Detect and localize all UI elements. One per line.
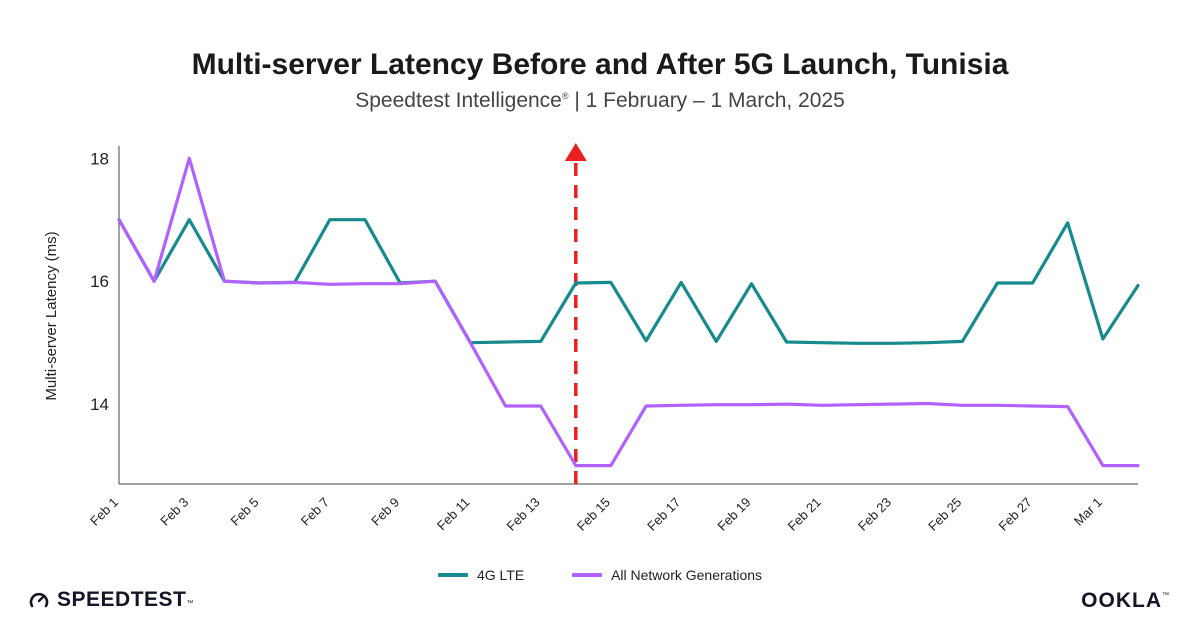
x-tick-label: Feb 9 <box>368 495 402 529</box>
x-tick-label: Feb 3 <box>157 495 191 529</box>
x-tick-label: Feb 11 <box>434 495 473 534</box>
chart-axes <box>118 146 1138 485</box>
subtitle-range: | 1 February – 1 March, 2025 <box>568 89 845 112</box>
series-line-all-network <box>117 156 1140 468</box>
x-tick-label: Feb 25 <box>925 495 964 534</box>
x-tick-label: Feb 21 <box>785 495 824 534</box>
trademark-mark: ™ <box>186 599 194 607</box>
ookla-logo-text: OOKLA <box>1081 589 1162 612</box>
speedometer-icon <box>29 592 49 608</box>
legend-swatch-all-network <box>572 573 603 577</box>
legend-label-all-network: All Network Generations <box>611 567 763 583</box>
y-axis-label: Multi-server Latency (ms) <box>43 231 60 400</box>
legend-label-4g-lte: 4G LTE <box>476 567 525 583</box>
legend-swatch-4g-lte <box>437 573 468 577</box>
x-axis-ticks: Feb 1 Feb 3 Feb 5 Feb 7 Feb 9 Feb 11 Feb 13 Feb… <box>87 495 1105 534</box>
speedtest-logo: SPEEDTEST ™ <box>28 588 194 612</box>
y-tick-label: 14 <box>90 395 109 414</box>
x-tick-label: Feb 23 <box>855 495 894 534</box>
chart-series <box>117 156 1140 468</box>
y-tick-label: 18 <box>90 149 109 168</box>
x-tick-label: Feb 7 <box>298 495 332 529</box>
chart-subtitle: Speedtest Intelligence® | 1 February – 1… <box>0 89 1200 113</box>
y-tick-label: 16 <box>90 272 109 291</box>
legend-item-all-network[interactable]: All Network Generations <box>572 567 762 583</box>
y-axis-ticks: 14 16 18 <box>90 149 109 414</box>
x-tick-label: Feb 27 <box>995 495 1034 534</box>
legend-item-4g-lte[interactable]: 4G LTE <box>437 567 525 583</box>
trademark-mark: ™ <box>1162 592 1170 599</box>
x-tick-label: Feb 5 <box>228 495 262 529</box>
launch-annotation <box>564 143 587 484</box>
x-tick-label: Feb 15 <box>574 495 613 534</box>
chart-legend: 4G LTE All Network Generations <box>0 564 1200 583</box>
ookla-logo: OOKLA™ <box>1081 589 1170 613</box>
chart-title: Multi-server Latency Before and After 5G… <box>191 48 1009 81</box>
x-tick-label: Feb 13 <box>504 495 543 534</box>
x-tick-label: Feb 17 <box>644 495 683 534</box>
x-tick-label: Feb 19 <box>714 495 753 534</box>
speedtest-logo-text: SPEEDTEST <box>57 588 187 611</box>
registered-mark: ® <box>561 91 569 101</box>
x-tick-label: Mar 1 <box>1071 495 1105 529</box>
launch-arrow-head <box>564 143 587 161</box>
subtitle-source: Speedtest Intelligence <box>355 89 562 112</box>
x-tick-label: Feb 1 <box>87 495 121 529</box>
